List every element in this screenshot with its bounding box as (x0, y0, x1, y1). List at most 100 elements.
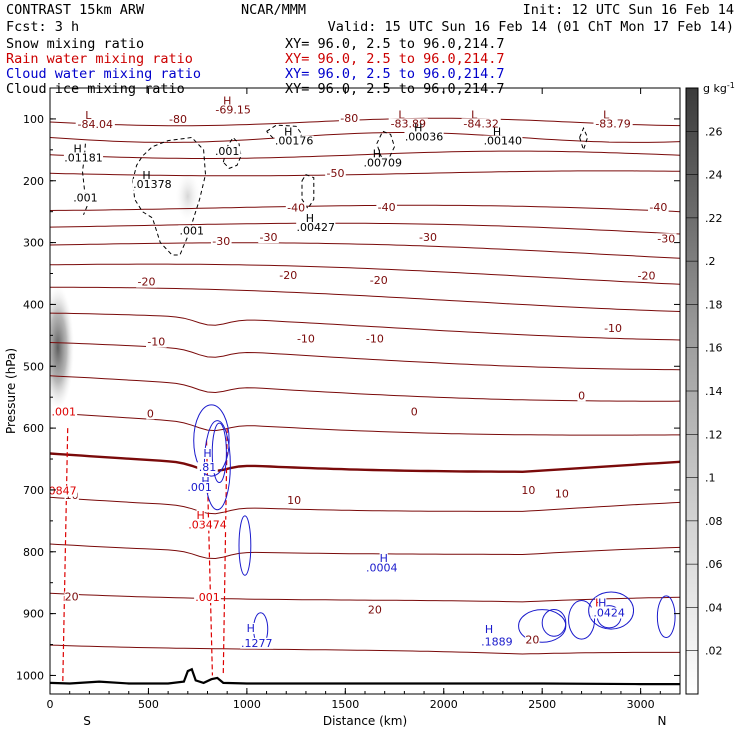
isotherm (50, 645, 680, 654)
colorbar-tick-label: .1 (705, 472, 716, 485)
x-axis-label: Distance (km) (323, 714, 407, 728)
cloud-water-label: .1277 (241, 637, 273, 650)
isotherm-label: -20 (370, 274, 388, 287)
isotherm-label: 10 (287, 494, 301, 507)
ice-extremum-value: .00709 (363, 156, 402, 169)
cloud-water-contour (239, 516, 251, 575)
isotherm-label: 10 (521, 484, 535, 497)
isotherm (50, 593, 680, 602)
snow-shade (176, 171, 200, 221)
colorbar-tick-label: .24 (705, 169, 723, 182)
y-tick-label: 300 (23, 237, 44, 250)
isotherm-label: -30 (260, 231, 278, 244)
y-tick-label: 900 (23, 608, 44, 621)
colorbar-tick-label: .22 (705, 212, 723, 225)
contour-labels: -80 -80 -50 -40 -40 -40 -30 -30 -30 -30 -20 -20 -20 -… (44, 95, 676, 650)
colorbar-tick-label: .04 (705, 601, 723, 614)
isotherm-label: 20 (525, 634, 539, 647)
colorbar-tick-label: .08 (705, 515, 723, 528)
cloud-water-label: H (203, 447, 211, 460)
isotherm-label: -30 (657, 232, 675, 245)
cloud-water-label: H (485, 623, 493, 636)
isotherm-label: -10 (147, 336, 165, 349)
isotherm (50, 454, 680, 472)
rain-label: .001 (195, 591, 220, 604)
field-label: Cloud ice mixing ratio (6, 81, 185, 97)
south-label: S (83, 714, 91, 728)
extremum-value: -83.79 (595, 117, 630, 130)
colorbar-tick-label: .18 (705, 298, 723, 311)
snow-shading (42, 171, 200, 410)
header: CONTRAST 15km ARW NCAR/MMM Init: 12 UTC … (6, 2, 734, 97)
isotherm-label: 20 (368, 603, 382, 616)
colorbar-tick-label: .2 (705, 255, 716, 268)
field-xy: XY= 96.0, 2.5 to 96.0,214.7 (285, 36, 504, 52)
extremum-value: -84.04 (78, 118, 113, 131)
field-label: Snow mixing ratio (6, 36, 144, 52)
isotherm-label: -40 (378, 201, 396, 214)
snow-max-shade (42, 286, 74, 410)
isotherm (50, 243, 680, 258)
cloud-water-contour (542, 610, 566, 637)
colorbar-tick-label: .26 (705, 125, 723, 138)
isotherm-label: -10 (297, 333, 315, 346)
isotherm-label: 0 (411, 405, 418, 418)
y-tick-label: 600 (23, 422, 44, 435)
x-tick-label: 2500 (528, 698, 556, 711)
isotherm-label: -20 (279, 269, 297, 282)
ice-extremum-value: .00427 (297, 221, 336, 234)
isotherm-label: -80 (340, 112, 358, 125)
ice-extremum-value: .00176 (275, 135, 314, 148)
isotherm-label: 0 (147, 407, 154, 420)
isotherm-label: -20 (638, 269, 656, 282)
x-tick-label: 3000 (627, 698, 655, 711)
y-tick-label: 700 (23, 484, 44, 497)
isotherm-label: -30 (419, 231, 437, 244)
rain-label: .03474 (188, 519, 227, 532)
extremum-value: -69.15 (215, 104, 250, 117)
temperature-contours (50, 118, 680, 712)
y-tick-label: 1000 (16, 669, 44, 682)
ice-contour (580, 128, 588, 150)
run-title: CONTRAST 15km ARW (6, 2, 145, 18)
terrain (50, 669, 680, 684)
isotherm-label: -40 (287, 201, 305, 214)
colorbar-tick-label: .12 (705, 428, 723, 441)
cloud-water-label: .1889 (481, 636, 513, 649)
ice-extremum-value: .00036 (405, 130, 444, 143)
isotherm (50, 118, 680, 125)
field-xy: XY= 96.0, 2.5 to 96.0,214.7 (285, 66, 504, 82)
colorbar-tick-label: .02 (705, 645, 723, 658)
x-tick-label: 2000 (430, 698, 458, 711)
y-tick-label: 200 (23, 175, 44, 188)
rain-label: H (196, 509, 204, 522)
cloud-water-contour (657, 596, 675, 638)
isotherm-label: -30 (212, 235, 230, 248)
isotherm-label: -50 (326, 167, 344, 180)
cloud-water-label: .001 (187, 481, 212, 494)
rain-label: .001 (52, 405, 77, 418)
plot-area: -80 -80 -50 -40 -40 -40 -30 -30 -30 -30 -20 -20 -20 -… (42, 95, 680, 713)
y-tick-label: 400 (23, 298, 44, 311)
isotherm-label: -40 (649, 201, 667, 214)
forecast-hour: Fcst: 3 h (6, 19, 79, 35)
cloud-water-label: .0004 (366, 561, 398, 574)
ice-extremum-value: .01181 (64, 151, 103, 164)
colorbar-units: g kg-1 (703, 81, 735, 95)
isotherm (50, 497, 680, 513)
x-tick-label: 1500 (331, 698, 359, 711)
init-time: Init: 12 UTC Sun 16 Feb 14 (523, 2, 734, 18)
isotherm (50, 223, 680, 234)
field-xy: XY= 96.0, 2.5 to 96.0,214.7 (285, 51, 504, 67)
y-axis-label: Pressure (hPa) (4, 348, 18, 434)
ice-contour-label: .001 (215, 145, 240, 158)
y-tick-label: 500 (23, 360, 44, 373)
terrain-line (50, 669, 680, 684)
isotherm-label: -80 (169, 113, 187, 126)
colorbar: .02 .04 .06 .08 .1 .12 .14 .16 .18 .2 .22 .24 .26 g … (686, 81, 735, 694)
center-title: NCAR/MMM (241, 2, 306, 18)
colorbar-tick-label: .16 (705, 342, 723, 355)
isotherm-label: 0 (578, 389, 585, 402)
colorbar-tick-label: .06 (705, 558, 723, 571)
